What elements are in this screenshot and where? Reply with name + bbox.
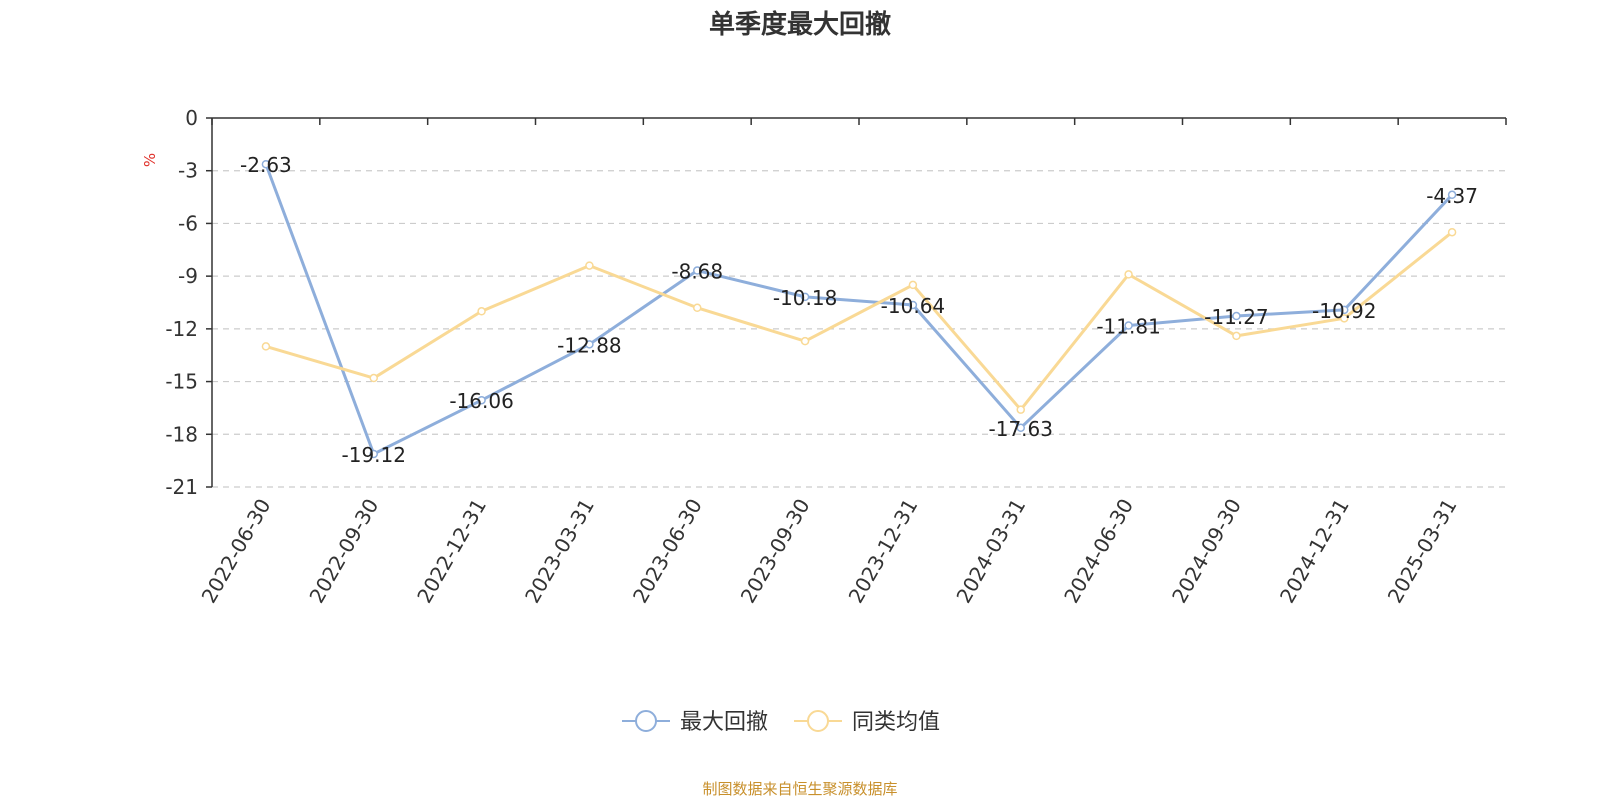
series-1-point [693, 266, 702, 275]
series-2-point [477, 307, 486, 316]
x-tick-label: 2022-06-30 [197, 495, 276, 608]
x-tick-label: 2023-06-30 [628, 495, 707, 608]
series-1-point [261, 159, 271, 169]
y-tick-label: -9 [178, 264, 198, 288]
data-source-note: 制图数据来自恒生聚源数据库 [702, 780, 898, 798]
x-tick-label: 2023-09-30 [736, 495, 815, 608]
series-2-point [1016, 405, 1025, 414]
series-2-point [800, 336, 810, 346]
data-label: -4.37 [1426, 184, 1478, 208]
data-label: -11.27 [1204, 305, 1268, 329]
legend-marker [635, 710, 657, 732]
x-tick-label: 2022-09-30 [304, 495, 383, 608]
series-2-point [693, 303, 702, 313]
y-axis-unit: % [141, 153, 159, 167]
x-tick-label: 2023-12-31 [844, 495, 923, 608]
legend-label: 同类均值 [852, 710, 940, 735]
x-tick-label: 2024-09-30 [1167, 495, 1246, 608]
x-tick-label: 2023-03-31 [520, 495, 599, 608]
data-label: -17.63 [989, 417, 1053, 441]
data-label: -8.68 [671, 260, 723, 284]
y-tick-label: -18 [165, 422, 198, 446]
chart-title: 单季度最大回撤 [708, 10, 891, 40]
y-tick-label: 0 [185, 106, 198, 130]
x-tick-label: 2025-03-31 [1383, 495, 1462, 608]
data-label: -19.12 [342, 443, 406, 467]
series-2-point [369, 373, 378, 383]
data-label: -10.18 [773, 286, 837, 310]
y-tick-label: -3 [178, 159, 198, 183]
x-tick-label: 2024-03-31 [951, 495, 1030, 608]
data-label: -12.88 [557, 333, 621, 357]
series-1-point [585, 340, 594, 349]
series-2-point [585, 261, 594, 270]
series-1-point [1232, 311, 1241, 321]
series-1-point [477, 395, 486, 405]
y-tick-label: -6 [178, 211, 198, 235]
y-tick-label: -15 [165, 370, 198, 394]
series-2-point [261, 342, 271, 351]
series-line-1 [264, 163, 1454, 456]
x-tick-label: 2024-06-30 [1059, 495, 1138, 608]
series-2-point [908, 280, 918, 290]
data-label: -10.64 [881, 294, 945, 318]
y-tick-label: -12 [165, 317, 198, 341]
series-1-point [1016, 423, 1025, 433]
data-label: -10.92 [1312, 299, 1376, 323]
series-2-point [1232, 331, 1241, 341]
y-tick-label: -21 [165, 475, 198, 499]
series-1-point [800, 292, 810, 302]
series-2-point [1340, 314, 1349, 323]
data-label: -2.63 [240, 153, 292, 177]
series-2-point [1124, 270, 1133, 279]
data-label: -16.06 [449, 389, 513, 413]
series-2-point [1447, 227, 1457, 237]
series-1-point [1447, 190, 1457, 200]
legend-marker [807, 710, 829, 732]
x-tick-label: 2022-12-31 [412, 495, 491, 608]
series-1-point [369, 449, 378, 459]
legend-label: 最大回撤 [680, 710, 768, 735]
series-1-point [1340, 305, 1349, 315]
series-1-point [908, 300, 918, 310]
x-tick-label: 2024-12-31 [1275, 495, 1354, 608]
series-1-point [1124, 321, 1133, 330]
series-line-2 [265, 231, 1454, 412]
data-label: -11.81 [1096, 315, 1160, 339]
